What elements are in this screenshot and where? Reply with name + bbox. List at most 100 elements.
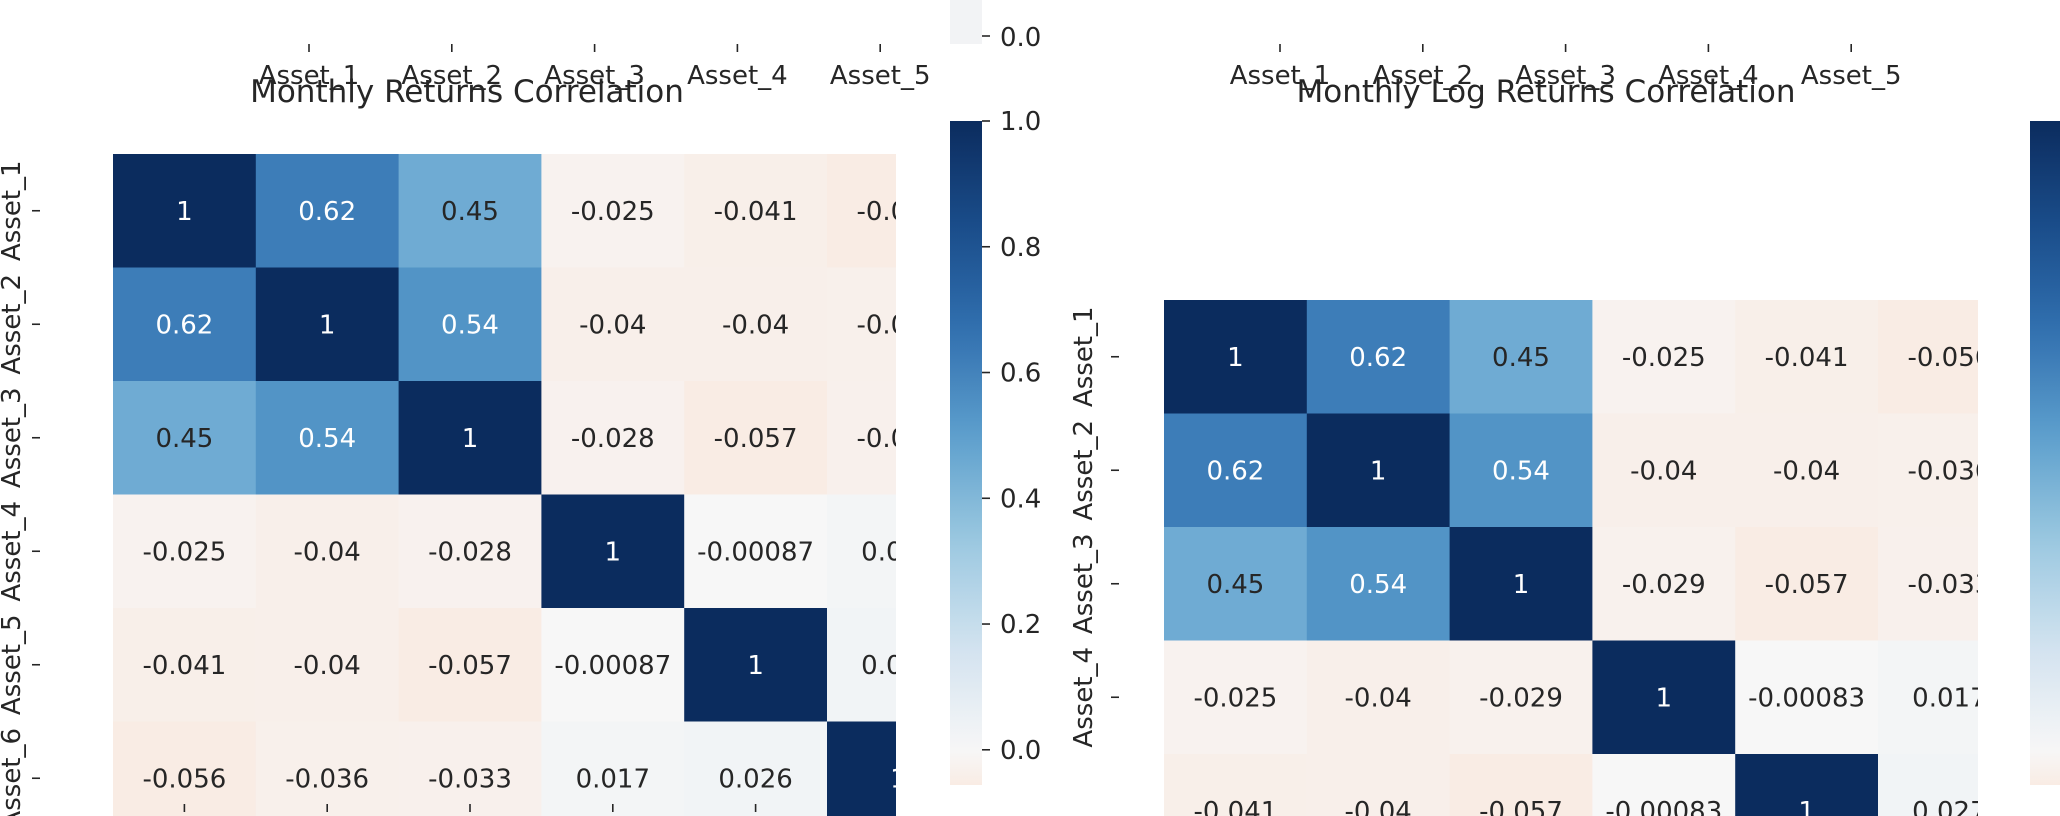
cell-value-label: 1 — [890, 764, 907, 794]
y-tick-label: Asset_6 — [0, 728, 27, 816]
heatmap-cell — [1735, 413, 1879, 528]
heatmap-cell — [827, 381, 896, 496]
y-tick-label: Asset_2 — [1069, 420, 1099, 521]
cell-value-label: -0.04 — [1345, 683, 1412, 713]
heatmap-cell — [255, 267, 400, 382]
heatmap-cell — [1164, 640, 1308, 755]
heatmap-cell — [541, 494, 685, 609]
heatmap-cell — [541, 267, 685, 382]
colorbar-tick-label: 1.0 — [1000, 107, 1041, 137]
y-tick-label: Asset_2 — [0, 274, 27, 375]
cell-value-label: -0.036 — [1907, 456, 1991, 486]
heatmap-cell — [113, 267, 257, 382]
cell-value-label: 1 — [176, 197, 193, 227]
cell-value-label: -0.04 — [1345, 797, 1412, 816]
cell-value-label: -0.04 — [722, 310, 789, 340]
cell-value-label: 0.54 — [1492, 456, 1550, 486]
heatmap-cell — [827, 267, 896, 382]
cell-value-label: -0.033 — [1907, 570, 1991, 600]
cell-value-label: 0.45 — [155, 424, 213, 454]
y-tick-label: Asset_5 — [0, 614, 27, 715]
cell-value-label: 1 — [1656, 683, 1673, 713]
cell-value-label: 0.017 — [1912, 683, 1986, 713]
heatmap-cell — [1306, 640, 1451, 755]
cell-value-label: 0.026 — [861, 651, 935, 681]
heatmap-cell — [684, 494, 828, 609]
cell-value-label: -0.028 — [571, 424, 655, 454]
cell-value-label: 0.027 — [1912, 797, 1986, 816]
heatmap-cell — [1164, 300, 1308, 415]
cell-value-label: -0.04 — [1773, 456, 1840, 486]
cell-value-label: 0.017 — [576, 764, 650, 794]
cell-value-label: 0.45 — [441, 197, 499, 227]
y-tick-label: Asset_3 — [1069, 533, 1099, 634]
heatmap-cell — [684, 608, 828, 723]
cell-value-label: -0.033 — [856, 424, 940, 454]
cell-value-label: -0.025 — [142, 537, 226, 567]
colorbar-tick-label: 0.2 — [1000, 610, 1041, 640]
heatmap-cell — [1306, 527, 1451, 642]
heatmap-cell — [255, 154, 400, 269]
cell-value-label: 0.62 — [1206, 456, 1264, 486]
heatmap-cell — [113, 494, 257, 609]
cell-value-label: -0.056 — [1907, 343, 1991, 373]
heatmap-cell — [1449, 754, 1593, 816]
cell-value-label: -0.029 — [1479, 683, 1563, 713]
heatmap-cell — [255, 721, 400, 816]
heatmap-cell — [1878, 413, 1978, 528]
colorbar-tick-label: 0.8 — [1000, 233, 1041, 263]
heatmap-cell — [398, 608, 542, 723]
heatmap-cell — [398, 154, 542, 269]
heatmap-cell — [255, 381, 400, 496]
cell-value-label: -0.057 — [1479, 797, 1563, 816]
heatmap-cell — [398, 494, 542, 609]
cell-value-label: -0.029 — [1622, 570, 1706, 600]
heatmap-cell — [1449, 413, 1593, 528]
cell-value-label: -0.028 — [428, 537, 512, 567]
heatmap-cell — [1878, 640, 1978, 755]
heatmap-cell — [541, 154, 685, 269]
x-tick-label: Asset_3 — [1515, 61, 1616, 91]
heatmap-cell — [113, 721, 257, 816]
x-tick-label: Asset_1 — [1230, 61, 1331, 91]
cell-value-label: 0.45 — [1206, 570, 1264, 600]
heatmap-cell — [113, 608, 257, 723]
cell-value-label: 0.54 — [441, 310, 499, 340]
cell-value-label: -0.036 — [285, 764, 369, 794]
heatmap-cell — [827, 154, 896, 269]
heatmap-cell — [1449, 300, 1593, 415]
cell-value-label: -0.00087 — [554, 651, 671, 681]
cell-value-label: -0.04 — [294, 651, 361, 681]
cell-value-label: 1 — [319, 310, 336, 340]
heatmap-cell — [1735, 640, 1879, 755]
heatmap-cell — [113, 381, 257, 496]
colorbar — [2030, 121, 2060, 785]
colorbar-tick-label: 0.0 — [1000, 736, 1041, 766]
y-tick-label: Asset_1 — [1069, 306, 1099, 407]
heatmap-cell — [827, 494, 896, 609]
x-tick-label: Asset_5 — [1801, 61, 1902, 91]
chart-title: Monthly Log Returns Correlation — [1296, 74, 1795, 110]
cell-value-label: -0.041 — [1193, 797, 1277, 816]
cell-value-label: 0.62 — [298, 197, 356, 227]
heatmap-cell — [541, 608, 685, 723]
y-tick-label: Asset_4 — [0, 501, 27, 602]
heatmap-cell — [1306, 300, 1451, 415]
x-tick-label: Asset_3 — [544, 61, 645, 91]
cell-value-label: -0.033 — [428, 764, 512, 794]
cell-value-label: -0.057 — [1765, 570, 1849, 600]
x-tick-label: Asset_2 — [401, 61, 502, 91]
cell-value-label: 0.026 — [718, 764, 792, 794]
cell-value-label: -0.041 — [1765, 343, 1849, 373]
colorbar-tick-label: 0.0 — [1000, 23, 1041, 53]
cell-value-label: -0.036 — [856, 310, 940, 340]
heatmap-cell — [1306, 754, 1451, 816]
heatmap-cell — [684, 721, 828, 816]
cell-value-label: 1 — [1370, 456, 1387, 486]
cell-value-label: -0.041 — [714, 197, 798, 227]
cell-value-label: -0.04 — [579, 310, 646, 340]
